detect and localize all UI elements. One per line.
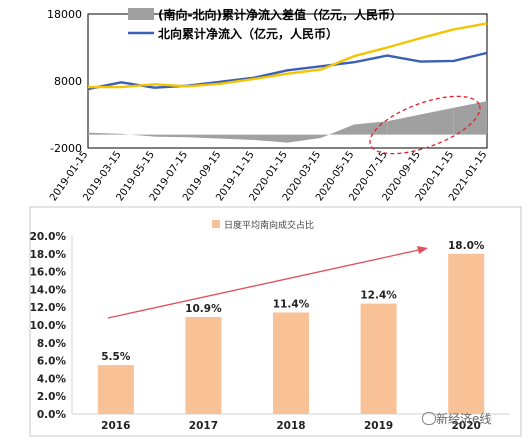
bar-2020 — [448, 253, 485, 414]
area-segment-1 — [121, 133, 155, 137]
wechat-logo-icon — [422, 412, 436, 425]
area-segment-0 — [88, 132, 122, 135]
y-tick-label-4: 8.0% — [37, 338, 67, 350]
watermark-text: 新经济e线 — [436, 412, 492, 426]
bar-value-label-1: 10.9% — [185, 303, 222, 315]
bar-2019 — [360, 303, 397, 414]
cumulative-flow-chart: 180008000-20002019-01-152019-03-152019-0… — [47, 7, 489, 203]
y-tick-label-2: -2000 — [50, 142, 82, 155]
y-tick-label-3: 6.0% — [37, 356, 67, 368]
bar-value-label-0: 5.5% — [101, 351, 131, 363]
trend-arrow-line — [107, 248, 423, 319]
y-tick-label-8: 16.0% — [30, 267, 67, 279]
area-segment-2 — [154, 134, 188, 138]
y-tick-label-10: 20.0% — [30, 231, 67, 243]
highlight-ellipse — [369, 95, 481, 155]
area-segment-4 — [221, 134, 255, 140]
bar-value-label-2: 11.4% — [273, 299, 310, 311]
area-segment-5 — [254, 134, 288, 143]
series-line-1 — [87, 51, 488, 91]
x-tick-label-2: 2018 — [276, 420, 305, 432]
y-tick-label-0: 18000 — [47, 8, 82, 21]
y-tick-label-0: 0.0% — [37, 409, 67, 421]
area-segment-10 — [420, 107, 454, 135]
y-tick-label-9: 18.0% — [30, 249, 67, 261]
series-line-2 — [88, 22, 488, 89]
y-tick-label-5: 10.0% — [30, 320, 67, 332]
area-segment-3 — [187, 134, 221, 139]
x-tick-label-0: 2016 — [101, 420, 130, 432]
legend-label-1: 北向累计净流入（亿元，人民币） — [158, 26, 338, 41]
legend-label-0: (南向-北向)累计净流入差值（亿元，人民币） — [158, 7, 402, 22]
plot-frame — [87, 13, 488, 149]
y-tick-label-1: 8000 — [54, 75, 82, 88]
area-segment-7 — [320, 124, 354, 138]
x-tick-label-3: 2019 — [364, 420, 393, 432]
area-segment-6 — [287, 134, 321, 143]
legend-swatch-0 — [128, 8, 154, 20]
trend-arrow-head — [417, 246, 428, 254]
x-tick-label-1: 2017 — [189, 420, 218, 432]
area-segment-11 — [453, 101, 487, 135]
bottom-chart-border — [29, 206, 522, 437]
bar-2017 — [185, 316, 222, 414]
bar-2018 — [273, 312, 309, 414]
y-tick-label-2: 4.0% — [37, 373, 67, 385]
bar-value-label-4: 18.0% — [448, 240, 485, 252]
y-tick-label-6: 12.0% — [30, 302, 67, 314]
bar-2016 — [97, 365, 134, 414]
bar-value-label-3: 12.4% — [360, 290, 397, 302]
area-segment-9 — [387, 114, 421, 135]
y-tick-label-7: 14.0% — [30, 284, 67, 296]
y-tick-label-1: 2.0% — [37, 391, 67, 403]
area-segment-8 — [354, 121, 388, 135]
